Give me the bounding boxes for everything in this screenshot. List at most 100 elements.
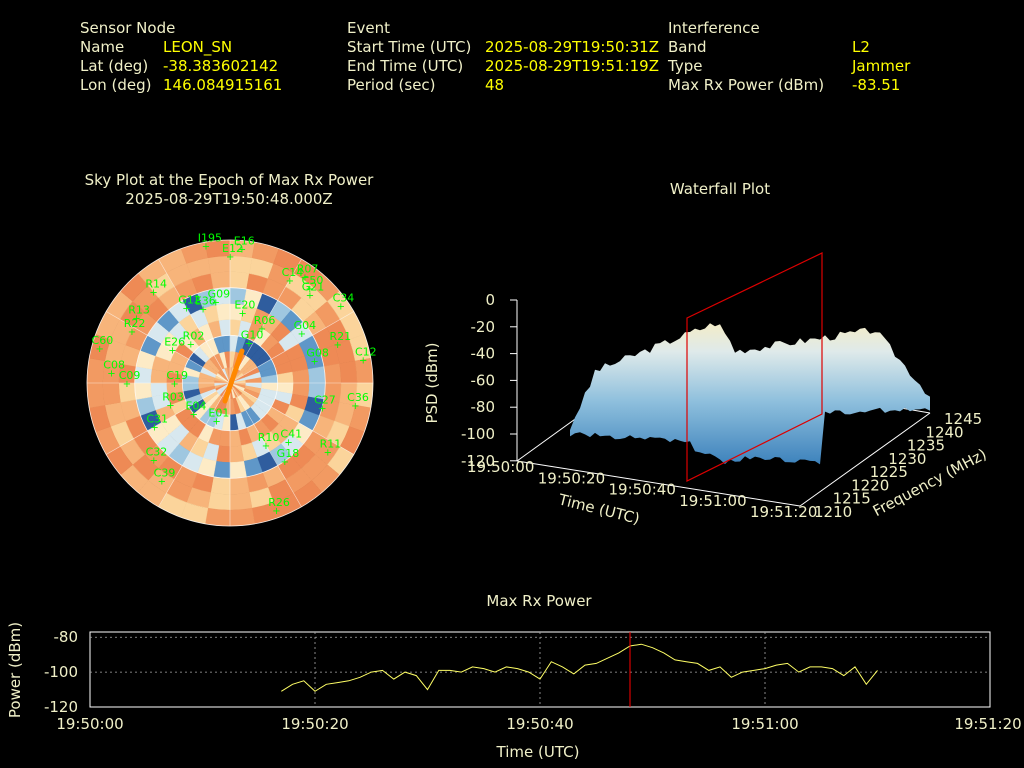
skyplot-cell [229, 271, 250, 290]
skyplot-cell [334, 339, 356, 364]
skyplot-cell [251, 502, 280, 525]
skyplot-cell [102, 360, 121, 384]
skyplot-cell [229, 370, 243, 384]
skyplot-cell [204, 239, 231, 259]
satellite-label: E16 [234, 234, 255, 247]
skyplot-cell [276, 371, 294, 384]
satellite-marker: + [168, 346, 176, 357]
waterfall-z-tick-label: 0 [485, 291, 495, 309]
skyplot-cell [229, 382, 241, 398]
skyplot-cell [182, 382, 199, 392]
satellite-marker: + [158, 477, 166, 488]
skyplot-cell [215, 303, 231, 321]
event-title: Event [347, 19, 390, 37]
skyplot-cell [278, 414, 300, 435]
sensor-lon-value: 146.084915161 [163, 76, 283, 94]
skyplot-cell [205, 410, 220, 429]
skyplot-cell [224, 351, 231, 368]
skyplot-cell [133, 311, 158, 336]
skyplot-cell [160, 331, 182, 352]
skyplot-cell [284, 343, 305, 362]
skyplot-cell [301, 454, 328, 481]
skyplot-cell [158, 248, 187, 274]
waterfall-epoch-plane [686, 252, 823, 482]
skyplot-cell [229, 287, 247, 305]
skyplot-cell [319, 344, 340, 367]
satellite-marker: + [351, 401, 359, 412]
skyplot-cell [182, 388, 201, 400]
skyplot-cell [144, 443, 170, 469]
event-period-value: 48 [485, 76, 505, 94]
skyplot-cell [229, 380, 247, 384]
skyplot-cell [207, 492, 231, 511]
skyplot-cell [158, 492, 187, 518]
satellite-label: C32 [146, 445, 168, 458]
waterfall-z-tick-label: -60 [471, 371, 496, 389]
skyplot-cell [166, 382, 184, 395]
satellite-label: C19 [166, 369, 188, 382]
waterfall-surface [570, 323, 930, 465]
skyplot-cell [243, 457, 263, 478]
skyplot-cell [292, 368, 310, 384]
skyplot-cell [188, 419, 207, 439]
waterfall-x-tick-label: 19:50:00 [467, 458, 534, 476]
satellite-label: R21 [330, 330, 352, 343]
skyplot-cell [160, 414, 182, 435]
skyplot-cell [168, 321, 190, 343]
skyplot-cell [182, 374, 199, 384]
skyplot-cell [213, 461, 231, 479]
skyplot-cell [105, 290, 133, 320]
satellite-marker: + [306, 290, 314, 301]
satellite-label: G08 [306, 346, 329, 359]
satellite-label: C60 [92, 334, 114, 347]
skyplot-cell [167, 391, 186, 405]
satellite-label: C08 [103, 359, 125, 372]
skyplot-cell [229, 377, 246, 384]
interference-title: Interference [668, 19, 760, 37]
skyplot-cell [182, 366, 201, 378]
skyplot-cell [238, 427, 252, 446]
skyplot-cell [140, 335, 162, 357]
skyplot-cell [262, 465, 286, 488]
skyplot-cell [174, 278, 198, 301]
skyplot-cell [240, 337, 255, 356]
skyplot-cell [260, 334, 279, 353]
rxpower-x-tick-label: 19:51:00 [731, 715, 798, 733]
rxpower-y-label: Power (dBm) [6, 622, 24, 718]
skyplot-cell [260, 413, 279, 432]
satellite-label: E01 [208, 406, 229, 419]
skyplot-cell [218, 351, 228, 369]
skyplot-azimuth-line [229, 311, 354, 384]
skyplot-cell [132, 285, 159, 312]
waterfall-z-label: PSD (dBm) [423, 342, 441, 423]
skyplot-cell [140, 409, 162, 431]
skyplot-cell [290, 422, 313, 445]
skyplot-cell [261, 374, 278, 384]
waterfall-back-axis [649, 364, 931, 414]
skyplot-cell [311, 464, 340, 493]
skyplot-azimuth-line [229, 382, 354, 455]
satellite-label: G18 [277, 447, 300, 460]
skyplot-cell [224, 382, 231, 399]
skyplot-cell [354, 357, 374, 384]
skyplot-cell [334, 402, 356, 427]
satellite-label: C27 [314, 394, 336, 407]
satellite-label: R03 [162, 391, 184, 404]
skyplot-cell [151, 355, 171, 373]
event-end-label: End Time (UTC) [347, 57, 464, 75]
skyplot-cell [269, 300, 292, 323]
skyplot-cell [327, 290, 355, 320]
skyplot-cell [134, 382, 152, 400]
satellite-marker: + [286, 276, 294, 287]
waterfall-back-axis [516, 364, 651, 462]
skyplot-cell [182, 293, 204, 315]
satellite-label: E04 [185, 400, 206, 413]
skyplot-cell [174, 406, 194, 425]
skyplot-cell [137, 480, 167, 508]
satellite-marker: + [182, 303, 190, 314]
skyplot-cell [290, 297, 316, 323]
waterfall-y-tick-label: 1210 [814, 503, 852, 521]
satellite-label: C39 [154, 467, 176, 480]
